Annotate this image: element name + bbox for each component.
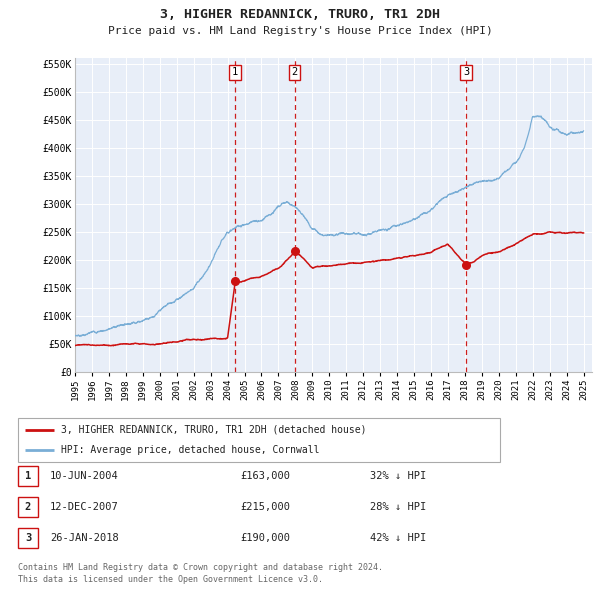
Text: £163,000: £163,000 (240, 471, 290, 481)
Text: 10-JUN-2004: 10-JUN-2004 (50, 471, 119, 481)
Text: 3, HIGHER REDANNICK, TRURO, TR1 2DH: 3, HIGHER REDANNICK, TRURO, TR1 2DH (160, 8, 440, 21)
Text: 2: 2 (25, 502, 31, 512)
Text: 32% ↓ HPI: 32% ↓ HPI (370, 471, 426, 481)
Text: 42% ↓ HPI: 42% ↓ HPI (370, 533, 426, 543)
Text: Price paid vs. HM Land Registry's House Price Index (HPI): Price paid vs. HM Land Registry's House … (107, 26, 493, 36)
Text: This data is licensed under the Open Government Licence v3.0.: This data is licensed under the Open Gov… (18, 575, 323, 584)
Text: 1: 1 (25, 471, 31, 481)
Text: 1: 1 (232, 67, 238, 77)
Text: Contains HM Land Registry data © Crown copyright and database right 2024.: Contains HM Land Registry data © Crown c… (18, 563, 383, 572)
Text: 3: 3 (463, 67, 469, 77)
Text: 12-DEC-2007: 12-DEC-2007 (50, 502, 119, 512)
Text: £190,000: £190,000 (240, 533, 290, 543)
Text: 26-JAN-2018: 26-JAN-2018 (50, 533, 119, 543)
Text: 2: 2 (292, 67, 298, 77)
Text: HPI: Average price, detached house, Cornwall: HPI: Average price, detached house, Corn… (61, 445, 320, 455)
Text: £215,000: £215,000 (240, 502, 290, 512)
Text: 28% ↓ HPI: 28% ↓ HPI (370, 502, 426, 512)
Text: 3: 3 (25, 533, 31, 543)
Text: 3, HIGHER REDANNICK, TRURO, TR1 2DH (detached house): 3, HIGHER REDANNICK, TRURO, TR1 2DH (det… (61, 425, 367, 435)
